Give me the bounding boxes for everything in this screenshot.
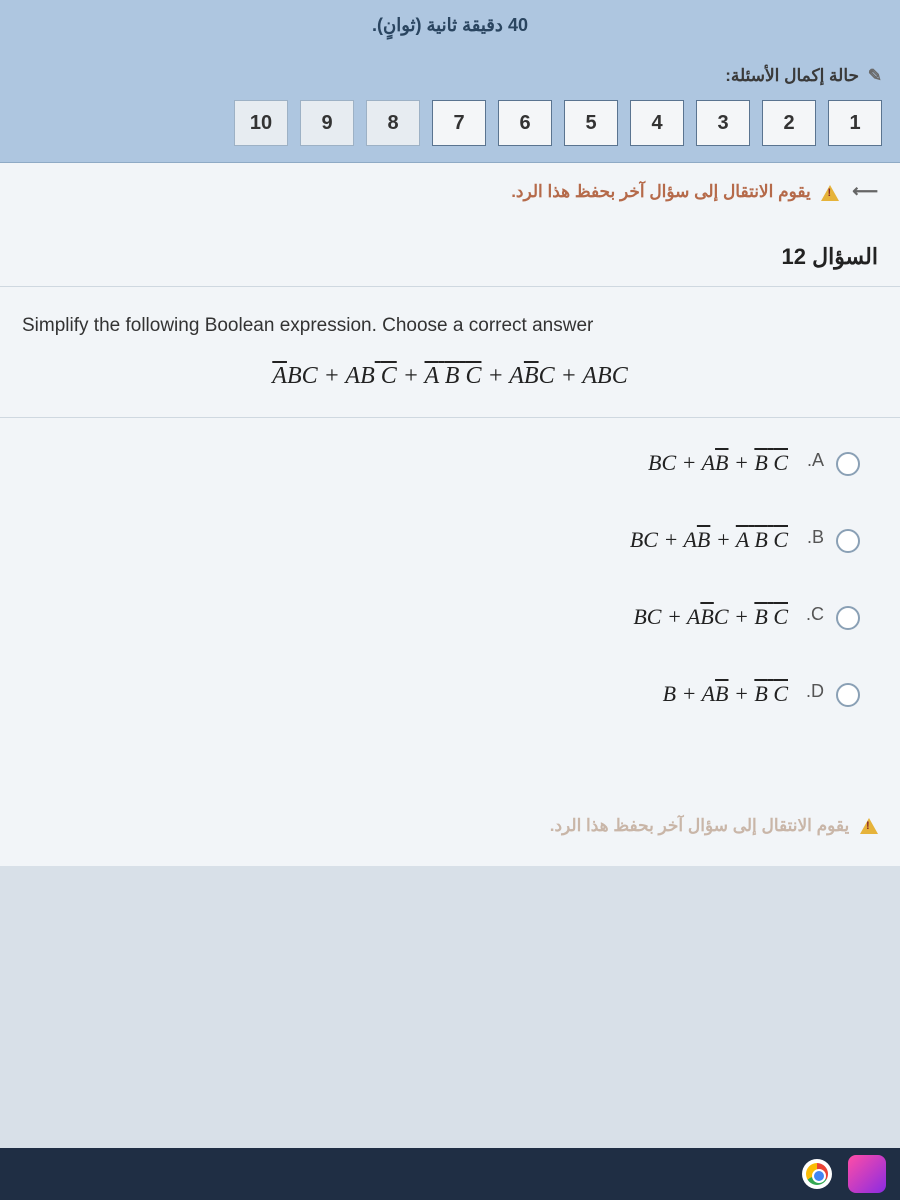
answer-b: .B BC + AB + A B C	[300, 525, 860, 556]
warning-icon-bottom	[860, 818, 878, 834]
boolean-expression: ABC + AB C + A B C + ABC + ABC	[22, 351, 878, 399]
header-region: 40 دقيقة ثانية (ثوانٍ). ✎ حالة إكمال الأ…	[0, 0, 900, 163]
nav-q4[interactable]: 4	[630, 100, 684, 146]
timer-text: 40 دقيقة ثانية (ثوانٍ).	[18, 15, 882, 36]
radio-d[interactable]	[836, 683, 860, 707]
question-title: السؤال 12	[0, 208, 900, 287]
question-body: Simplify the following Boolean expressio…	[0, 287, 900, 418]
expr-c: BC + ABC + B C	[300, 602, 788, 633]
nav-q5[interactable]: 5	[564, 100, 618, 146]
answer-d: .D B + AB + B C	[300, 679, 860, 710]
warning-icon	[821, 185, 839, 201]
taskbar	[0, 1148, 900, 1200]
app-taskbar-icon[interactable]	[848, 1155, 886, 1193]
nav-q7[interactable]: 7	[432, 100, 486, 146]
nav-q6[interactable]: 6	[498, 100, 552, 146]
expr-b: BC + AB + A B C	[300, 525, 788, 556]
chrome-icon	[802, 1159, 832, 1189]
nav-q2[interactable]: 2	[762, 100, 816, 146]
warning-text: يقوم الانتقال إلى سؤال آخر بحفظ هذا الرد…	[511, 182, 811, 201]
answer-c: .C BC + ABC + B C	[300, 602, 860, 633]
radio-c[interactable]	[836, 606, 860, 630]
nav-q8[interactable]: 8	[366, 100, 420, 146]
label-a: .A	[800, 450, 824, 471]
nav-q3[interactable]: 3	[696, 100, 750, 146]
question-nav: 1 2 3 4 5 6 7 8 9 10	[18, 100, 882, 152]
nav-q10[interactable]: 10	[234, 100, 288, 146]
radio-a[interactable]	[836, 452, 860, 476]
chrome-taskbar-icon[interactable]	[798, 1155, 836, 1193]
completion-status: ✎ حالة إكمال الأسئلة:	[18, 66, 882, 86]
chevron-icon: ✎	[868, 66, 882, 85]
answers-block: .A BC + AB + B C .B BC + AB + A B C .C	[0, 418, 900, 765]
bottom-warning-text: يقوم الانتقال إلى سؤال آخر بحفظ هذا الرد…	[550, 816, 850, 835]
arrow-left-icon: ⟵	[852, 181, 878, 202]
answer-a: .A BC + AB + B C	[300, 448, 860, 479]
label-d: .D	[800, 681, 824, 702]
content-region: ⟵ يقوم الانتقال إلى سؤال آخر بحفظ هذا ال…	[0, 163, 900, 866]
radio-b[interactable]	[836, 529, 860, 553]
nav-q9[interactable]: 9	[300, 100, 354, 146]
label-c: .C	[800, 604, 824, 625]
bottom-warning: يقوم الانتقال إلى سؤال آخر بحفظ هذا الرد…	[0, 766, 900, 866]
question-instruction: Simplify the following Boolean expressio…	[22, 315, 878, 337]
save-warning: ⟵ يقوم الانتقال إلى سؤال آخر بحفظ هذا ال…	[0, 163, 900, 208]
expr-a: BC + AB + B C	[300, 448, 788, 479]
nav-q1[interactable]: 1	[828, 100, 882, 146]
completion-label: حالة إكمال الأسئلة:	[725, 66, 859, 85]
label-b: .B	[800, 527, 824, 548]
expr-d: B + AB + B C	[300, 679, 788, 710]
